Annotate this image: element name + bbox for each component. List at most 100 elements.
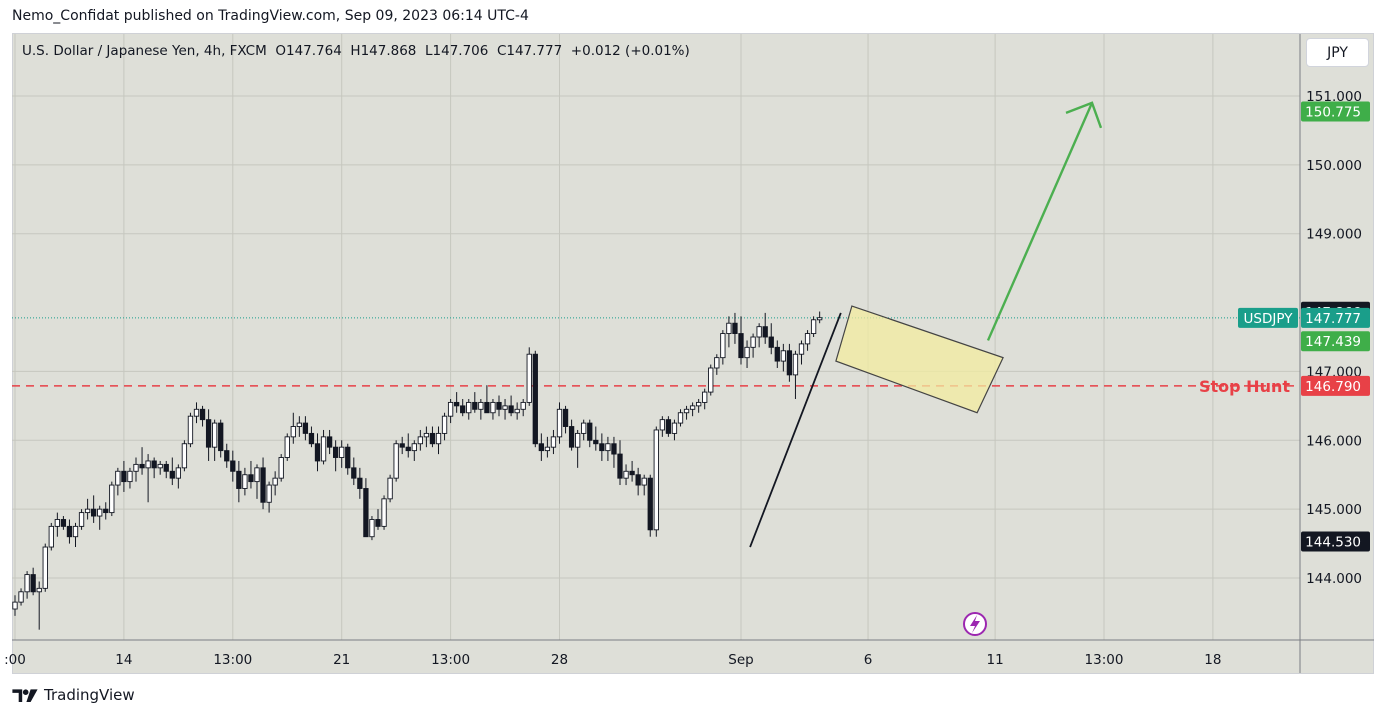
candle-body <box>538 443 545 452</box>
ohlc-legend: U.S. Dollar / Japanese Yen, 4h, FXCM O14… <box>22 43 690 59</box>
candle-body <box>399 443 405 448</box>
candle-body <box>550 436 557 448</box>
candle-body <box>54 519 61 527</box>
candle-body <box>804 333 811 345</box>
legend-low-value: 147.706 <box>432 43 497 59</box>
candle-body <box>568 426 575 448</box>
candle-body <box>230 460 236 472</box>
candle-body <box>635 474 641 486</box>
candle-body <box>726 322 732 335</box>
candle-body <box>575 432 581 448</box>
candle-body <box>175 467 181 479</box>
candle-body <box>702 391 708 403</box>
candle-body <box>732 322 738 335</box>
legend-open-label: O <box>275 43 286 59</box>
candle-body <box>671 422 678 434</box>
candle-body <box>36 587 42 593</box>
legend-high-value: 147.868 <box>360 43 425 59</box>
y-tick-label: 149.000 <box>1306 227 1362 243</box>
candle-body <box>714 357 720 369</box>
candle-body <box>617 453 623 479</box>
candle-body <box>665 419 672 434</box>
currency-button[interactable]: JPY <box>1306 38 1369 67</box>
candle-body <box>556 408 563 438</box>
candle-body <box>520 401 526 410</box>
candle-body <box>211 422 218 448</box>
candle-body <box>411 443 417 452</box>
candle-body <box>151 460 157 469</box>
y-tick-label: 146.000 <box>1306 433 1362 449</box>
candle-body <box>163 463 169 472</box>
candle-body <box>339 446 345 458</box>
candle-body <box>798 343 805 355</box>
candle-body <box>133 463 139 472</box>
candle-body <box>381 498 387 527</box>
candle-body <box>532 353 538 445</box>
candle-body <box>254 467 260 483</box>
candle-body <box>157 463 163 469</box>
candle-body <box>593 439 599 445</box>
x-tick-label: 11 <box>987 652 1004 668</box>
tradingview-logo-icon <box>12 689 38 702</box>
candle-body <box>605 443 611 452</box>
candle-body <box>290 426 296 438</box>
candle-body <box>127 470 133 483</box>
legend-close-label: C <box>496 43 507 59</box>
candle-body <box>490 401 496 414</box>
candle-body <box>181 443 188 469</box>
candle-body <box>810 319 817 335</box>
x-tick-label: 18 <box>1204 652 1221 668</box>
candle-body <box>320 436 327 462</box>
x-tick-label: :00 <box>4 652 26 668</box>
projection-arrow-head <box>1065 101 1103 129</box>
candle-body <box>484 401 490 414</box>
candle-body <box>260 467 266 503</box>
candle-body <box>24 574 30 593</box>
price-tag-bg <box>1301 101 1370 122</box>
candle-body <box>363 488 369 538</box>
chart-area[interactable] <box>12 33 1374 674</box>
candle-body <box>581 422 587 434</box>
x-tick-label: Sep <box>728 652 753 668</box>
price-tag-text: 146.790 <box>1305 379 1361 395</box>
candle-body <box>689 405 696 410</box>
legend-open-value: 147.764 <box>285 43 351 59</box>
candle-body <box>205 419 212 448</box>
candle-body <box>326 436 333 448</box>
symbol-tag-text: USDJPY <box>1244 311 1294 327</box>
candle-body <box>641 477 647 486</box>
bull-flag-channel <box>835 305 1004 414</box>
candle-body <box>345 446 351 469</box>
candle-body <box>199 408 206 421</box>
candle-body <box>786 350 793 376</box>
candle-body <box>97 508 103 517</box>
brand-name: TradingView <box>44 686 135 704</box>
candle-body <box>296 422 302 427</box>
candle-body <box>623 470 629 479</box>
candle-body <box>611 443 617 455</box>
candle-body <box>744 346 750 359</box>
candle-body <box>502 405 508 410</box>
price-tag-text: 144.530 <box>1305 535 1361 551</box>
candle-body <box>169 470 175 479</box>
candle-body <box>768 336 774 348</box>
candle-body <box>526 353 532 403</box>
publisher-line: Nemo_Confidat published on TradingView.c… <box>12 8 529 24</box>
candle-body <box>42 546 48 589</box>
candle-body <box>115 470 121 486</box>
candle-body <box>375 519 381 527</box>
candle-body <box>236 470 242 489</box>
candle-body <box>284 436 290 458</box>
candle-body <box>369 519 375 538</box>
candle-body <box>278 457 284 479</box>
candle-body <box>750 336 756 348</box>
candle-body <box>78 512 85 527</box>
x-tick-label: 6 <box>864 652 873 668</box>
candle-body <box>708 367 714 393</box>
candle-body <box>435 432 442 445</box>
y-tick-label: 150.000 <box>1306 158 1362 174</box>
candle-body <box>302 422 309 434</box>
candle-body <box>48 525 54 548</box>
candle-body <box>145 460 151 469</box>
